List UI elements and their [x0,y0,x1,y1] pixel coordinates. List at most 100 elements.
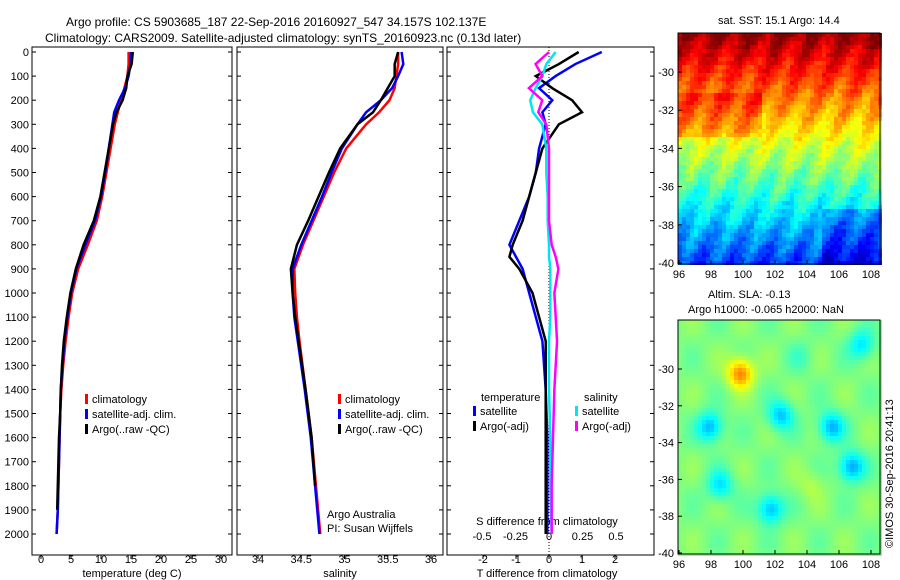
map-cell [850,396,854,400]
map-cell [830,225,834,229]
map-cell [718,129,722,133]
map-cell [742,57,746,61]
map-cell [762,396,766,400]
map-cell [706,49,710,53]
map-cell [770,257,774,261]
map-cell [690,261,694,265]
legend-label: Argo(-adj) [480,421,529,433]
map-cell [802,245,806,249]
map-cell [758,57,762,61]
map-cell [850,193,854,197]
map-cell [806,109,810,113]
map-cell [678,241,682,245]
map-cell [694,93,698,97]
map-cell [846,376,850,380]
map-cell [714,452,718,456]
map-cell [846,444,850,448]
map-cell [786,181,790,185]
map-cell [794,376,798,380]
map-cell [678,37,682,41]
map-cell [826,436,830,440]
map-cell [718,149,722,153]
map-cell [798,197,802,201]
map-cell [734,436,738,440]
map-cell [826,249,830,253]
map-cell [798,121,802,125]
map-cell [746,173,750,177]
map-cell [790,57,794,61]
map-cell [854,217,858,221]
map-cell [822,400,826,404]
map-cell [778,65,782,69]
map-cell [814,241,818,245]
map-cell [766,364,770,368]
map-cell [866,201,870,205]
map-cell [754,125,758,129]
map-cell [870,388,874,392]
map-cell [714,177,718,181]
map-cell [762,404,766,408]
map-cell [842,97,846,101]
map-cell [750,380,754,384]
map-cell [842,69,846,73]
map-cell [866,360,870,364]
map-cell [782,41,786,45]
map-cell [846,121,850,125]
map-cell [738,109,742,113]
map-cell [678,77,682,81]
map-cell [806,129,810,133]
map-cell [870,344,874,348]
map-cell [794,372,798,376]
map-cell [702,157,706,161]
map-cell [742,440,746,444]
map-cell [750,432,754,436]
map-cell [730,424,734,428]
map-cell [858,73,862,77]
map-cell [826,121,830,125]
map-cell [730,181,734,185]
map-cell [722,368,726,372]
map-cell [874,125,878,129]
map-cell [806,73,810,77]
map-cell [786,141,790,145]
map-cell [694,41,698,45]
map-cell [842,452,846,456]
map-cell [830,328,834,332]
map-cell [778,388,782,392]
map-cell [718,177,722,181]
map-cell [766,201,770,205]
map-cell [786,221,790,225]
map-cell [866,61,870,65]
map-cell [770,161,774,165]
map-cell [850,360,854,364]
map-cell [782,57,786,61]
map-cell [730,125,734,129]
map-cell [858,261,862,265]
map-cell [866,93,870,97]
map-cell [810,384,814,388]
map-cell [874,113,878,117]
map-cell [802,408,806,412]
map-cell [734,392,738,396]
map-cell [726,241,730,245]
map-cell [842,448,846,452]
map-cell [842,209,846,213]
map-cell [810,428,814,432]
map-cell [722,133,726,137]
map-cell [866,45,870,49]
map-cell [694,392,698,396]
map-cell [870,85,874,89]
map-cell [742,392,746,396]
map-cell [786,169,790,173]
map-cell [782,37,786,41]
map-cell [846,380,850,384]
map-cell [682,153,686,157]
map-cell [822,217,826,221]
map-cell [734,396,738,400]
map-cell [778,448,782,452]
map-cell [746,153,750,157]
map-cell [694,173,698,177]
map-cell [850,348,854,352]
map-cell [802,45,806,49]
map-cell [686,332,690,336]
